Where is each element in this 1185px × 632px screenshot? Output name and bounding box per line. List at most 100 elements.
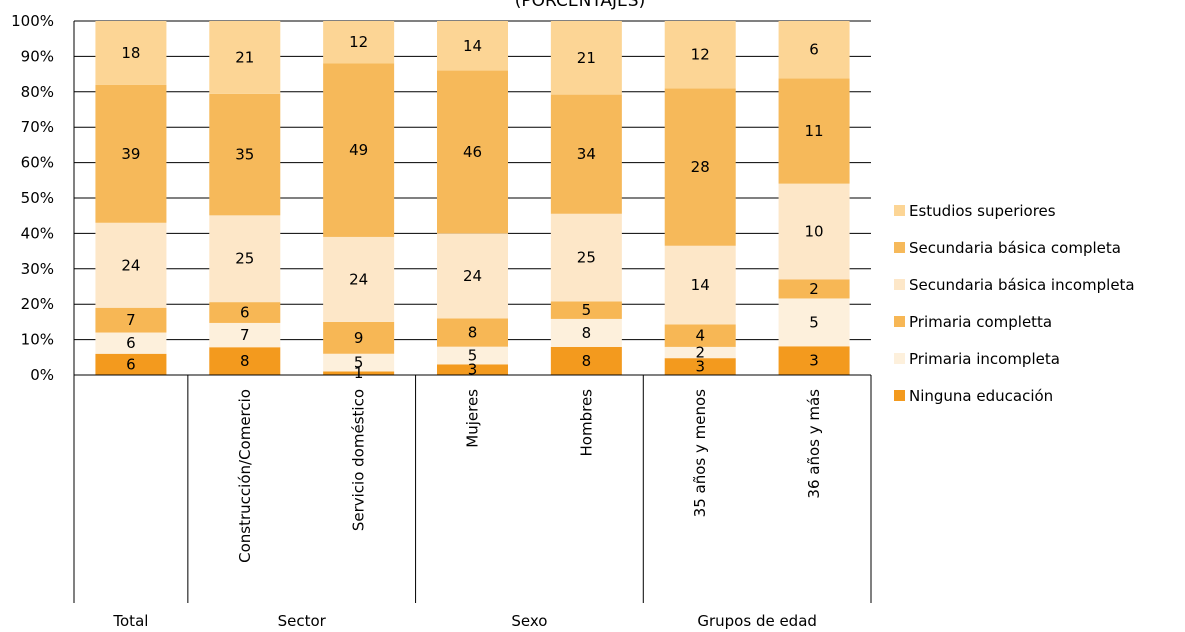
bar-segment	[209, 347, 281, 375]
data-label: 8	[582, 324, 592, 342]
data-label: 5	[354, 354, 364, 372]
y-tick-label: 10%	[21, 331, 54, 349]
data-label: 39	[121, 145, 140, 163]
bar-segment	[95, 353, 167, 375]
data-label: 12	[691, 46, 710, 64]
bar-segment	[209, 93, 281, 216]
data-label: 24	[349, 270, 368, 288]
data-label: 6	[126, 334, 136, 352]
data-label: 14	[463, 37, 482, 55]
y-tick-label: 80%	[21, 83, 54, 101]
bar-segment	[550, 94, 622, 214]
group-label: Sexo	[511, 612, 547, 630]
bar-segment	[209, 322, 281, 348]
bar-segment	[323, 321, 395, 354]
data-label: 5	[809, 313, 819, 331]
data-label: 8	[582, 352, 592, 370]
legend-label: Secundaria básica completa	[909, 239, 1121, 257]
bar-segment	[209, 21, 281, 94]
data-label: 11	[805, 122, 824, 140]
legend-swatch	[894, 279, 905, 290]
data-label: 3	[809, 352, 819, 370]
y-tick-label: 30%	[21, 260, 54, 278]
data-label: 21	[577, 49, 596, 67]
legend-swatch	[894, 205, 905, 216]
bar-segment	[778, 346, 850, 375]
legend-label: Secundaria básica incompleta	[909, 276, 1135, 294]
data-label: 9	[354, 329, 364, 347]
bar-segment	[778, 298, 850, 347]
y-tick-label: 0%	[30, 366, 54, 384]
bar-segment	[550, 346, 622, 375]
y-tick-label: 40%	[21, 224, 54, 242]
bar-segment	[95, 84, 167, 223]
data-label: 25	[235, 250, 254, 268]
data-label: 49	[349, 141, 368, 159]
data-label: 3	[468, 361, 478, 379]
legend: Estudios superiores Secundaria básica com…	[894, 202, 1135, 405]
data-label: 4	[695, 327, 705, 345]
group-label: Total	[112, 612, 148, 630]
bar-segment	[95, 222, 167, 308]
bar-segment	[323, 63, 395, 237]
data-label: 5	[468, 347, 478, 365]
group-label: Sector	[278, 612, 327, 630]
category-label: Construcción/Comercio	[236, 389, 254, 563]
data-label: 18	[121, 44, 140, 62]
legend-swatch	[894, 316, 905, 327]
legend-label: Primaria completta	[909, 313, 1052, 331]
legend-swatch	[894, 390, 905, 401]
data-labels: 6672439188762535211592449123582446148852…	[121, 33, 823, 382]
data-label: 10	[805, 222, 824, 240]
bars	[95, 21, 850, 375]
bar-segment	[323, 353, 395, 372]
data-label: 1	[354, 364, 364, 382]
legend-label: Ninguna educación	[909, 387, 1053, 405]
data-label: 6	[240, 304, 250, 322]
bar-segment	[550, 318, 622, 347]
bar-segment	[664, 346, 736, 359]
y-tick-label: 50%	[21, 189, 54, 207]
category-label: 36 años y más	[805, 389, 823, 499]
data-label: 25	[577, 249, 596, 267]
bar-segment	[95, 307, 167, 333]
bar-segment	[778, 78, 850, 184]
bar-segment	[437, 21, 508, 71]
data-label: 7	[126, 311, 136, 329]
bar-segment	[778, 279, 850, 299]
bar-segment	[323, 236, 395, 322]
category-label: Mujeres	[464, 389, 482, 448]
bar-segment	[664, 88, 736, 246]
legend-swatch	[894, 242, 905, 253]
bar-segment	[323, 21, 395, 64]
data-label: 12	[349, 33, 368, 51]
bar-segment	[95, 21, 167, 85]
bar-segment	[209, 215, 281, 303]
data-label: 21	[235, 48, 254, 66]
y-tick-label: 100%	[11, 12, 54, 30]
data-label: 28	[691, 158, 710, 176]
data-label: 3	[695, 358, 705, 376]
bar-segment	[437, 233, 508, 319]
y-tick-label: 70%	[21, 118, 54, 136]
bar-segment	[323, 371, 395, 375]
data-label: 34	[577, 145, 596, 163]
bar-segment	[550, 301, 622, 319]
bar-segment	[437, 70, 508, 234]
bar-segment	[778, 21, 850, 79]
bar-segment	[664, 245, 736, 325]
chart-title: (PORCENTAJES)	[515, 0, 645, 11]
bar-segment	[95, 332, 167, 354]
bar-segment	[437, 346, 508, 365]
bar-segment	[550, 213, 622, 302]
category-label: Hombres	[577, 389, 595, 457]
category-label: Servicio doméstico	[350, 389, 368, 531]
legend-label: Primaria incompleta	[909, 350, 1060, 368]
bar-segment	[550, 21, 622, 95]
data-label: 6	[126, 355, 136, 373]
data-label: 2	[809, 280, 819, 298]
bar-segment	[209, 302, 281, 323]
data-label: 6	[809, 41, 819, 59]
group-label: Grupos de edad	[697, 612, 817, 630]
bar-segment	[664, 358, 736, 375]
